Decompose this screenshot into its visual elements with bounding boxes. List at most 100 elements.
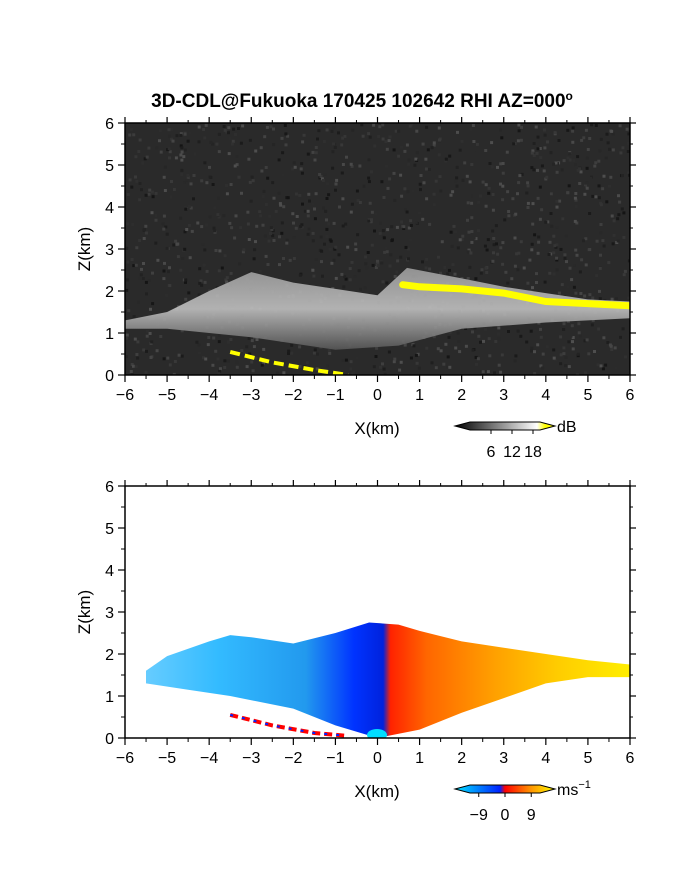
- noise-dot: [176, 242, 180, 246]
- noise-dot: [272, 143, 276, 147]
- noise-dot: [419, 188, 422, 192]
- noise-dot: [552, 162, 556, 166]
- noise-dot: [583, 192, 587, 196]
- noise-dot: [147, 146, 151, 150]
- noise-dot: [298, 345, 302, 349]
- noise-dot: [279, 203, 283, 207]
- noise-dot: [225, 130, 229, 134]
- noise-dot: [311, 202, 315, 206]
- y-tick-label: 5: [105, 521, 114, 538]
- noise-dot: [546, 220, 550, 224]
- noise-dot: [588, 137, 592, 140]
- noise-dot: [346, 245, 350, 249]
- noise-dot: [495, 242, 498, 246]
- noise-dot: [306, 214, 310, 218]
- noise-dot: [559, 335, 563, 339]
- noise-dot: [501, 241, 505, 245]
- noise-dot: [407, 257, 410, 261]
- noise-dot: [492, 243, 496, 247]
- noise-dot: [621, 146, 625, 150]
- noise-dot: [544, 177, 548, 181]
- noise-dot: [454, 230, 457, 234]
- noise-dot: [538, 217, 542, 221]
- noise-dot: [588, 212, 592, 215]
- noise-dot: [300, 171, 304, 175]
- noise-dot: [568, 266, 572, 270]
- noise-dot: [588, 248, 592, 251]
- noise-dot: [531, 149, 535, 153]
- noise-dot: [298, 273, 302, 277]
- noise-dot: [183, 148, 187, 152]
- noise-dot: [470, 216, 474, 220]
- noise-dot: [559, 362, 563, 366]
- x-tick-label: −4: [200, 387, 218, 404]
- noise-dot: [246, 210, 250, 214]
- noise-dot: [327, 348, 331, 352]
- noise-dot: [540, 164, 544, 168]
- noise-dot: [168, 284, 172, 288]
- noise-dot: [135, 179, 139, 183]
- noise-dot: [533, 233, 537, 237]
- noise-dot: [383, 372, 387, 375]
- noise-dot: [617, 194, 620, 198]
- noise-dot: [584, 371, 587, 375]
- noise-dot: [555, 205, 559, 209]
- noise-dot: [620, 207, 624, 211]
- y-tick-label: 5: [105, 158, 114, 175]
- noise-dot: [205, 269, 209, 273]
- noise-dot: [142, 262, 145, 265]
- noise-dot: [334, 276, 338, 280]
- noise-dot: [333, 247, 337, 251]
- noise-dot: [180, 150, 184, 154]
- noise-dot: [126, 193, 130, 197]
- noise-dot: [570, 324, 574, 328]
- noise-dot: [148, 332, 152, 335]
- noise-dot: [385, 164, 388, 168]
- noise-dot: [511, 197, 515, 201]
- noise-dot: [311, 150, 315, 154]
- noise-dot: [497, 363, 501, 367]
- x-tick-label: −3: [242, 387, 260, 404]
- noise-dot: [218, 369, 222, 373]
- noise-dot: [331, 150, 335, 154]
- noise-dot: [272, 127, 275, 131]
- noise-dot: [163, 189, 167, 192]
- noise-dot: [125, 333, 129, 337]
- noise-dot: [350, 202, 354, 206]
- colorbar-tick-label: 0: [501, 807, 510, 824]
- noise-dot: [213, 230, 217, 234]
- noise-dot: [281, 151, 285, 155]
- noise-dot: [209, 140, 213, 144]
- x-tick-label: −3: [242, 750, 260, 767]
- y-tick-label: 0: [105, 368, 114, 385]
- noise-dot: [487, 337, 491, 341]
- noise-dot: [318, 173, 322, 176]
- noise-dot: [536, 343, 540, 347]
- noise-dot: [170, 137, 173, 141]
- noise-dot: [188, 256, 192, 260]
- noise-dot: [522, 266, 526, 270]
- noise-dot: [451, 263, 455, 267]
- near-radar-echo: [367, 729, 387, 738]
- noise-dot: [203, 136, 207, 140]
- noise-dot: [332, 142, 335, 146]
- noise-dot: [361, 134, 365, 138]
- noise-dot: [325, 197, 329, 200]
- noise-dot: [442, 362, 446, 366]
- noise-dot: [555, 256, 559, 260]
- y-tick-label: 0: [105, 731, 114, 748]
- noise-dot: [597, 184, 601, 188]
- noise-dot: [345, 155, 348, 159]
- noise-dot: [596, 363, 600, 367]
- noise-dot: [374, 266, 378, 269]
- noise-dot: [125, 278, 129, 282]
- noise-dot: [149, 356, 153, 359]
- noise-dot: [158, 129, 162, 133]
- noise-dot: [134, 175, 137, 179]
- noise-dot: [180, 146, 184, 150]
- noise-dot: [591, 296, 595, 300]
- noise-dot: [425, 346, 429, 350]
- noise-dot: [150, 340, 154, 344]
- noise-dot: [175, 134, 179, 138]
